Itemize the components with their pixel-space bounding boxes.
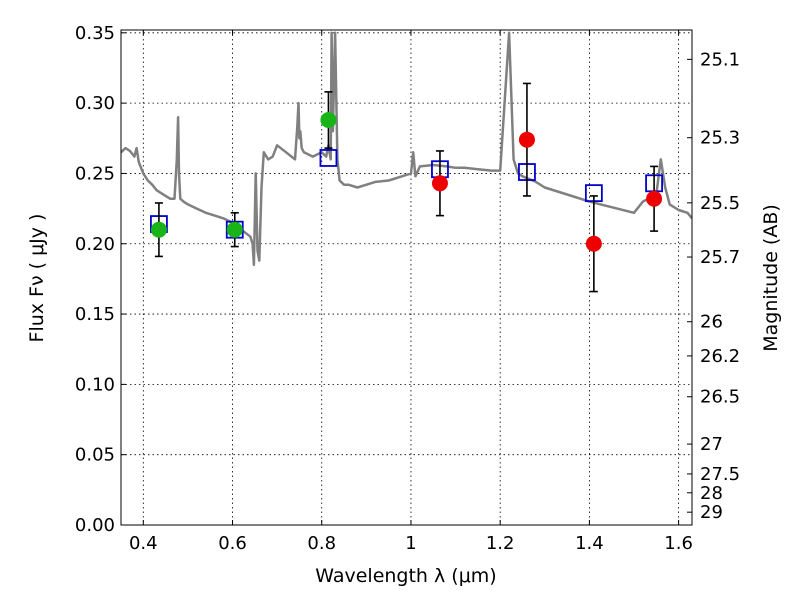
y2-tick-label: 29: [700, 502, 723, 523]
x-tick-label: 1.2: [486, 533, 515, 554]
photometry-point: [150, 221, 167, 238]
y2-tick-label: 25.3: [700, 128, 740, 149]
y-tick-label: 0.00: [75, 515, 115, 536]
y2-tick-label: 26.5: [700, 387, 740, 408]
model-spectrum-line: [121, 31, 692, 267]
y2-tick-label: 27: [700, 434, 723, 455]
y-tick-label: 0.25: [75, 163, 115, 184]
y2-tick-label: 25.7: [700, 247, 740, 268]
plot-frame: [120, 29, 693, 526]
y2-tick-label: 26.2: [700, 346, 740, 367]
tick-layer: 0.4 0.6 0.8 1 1.2 1.4 1.6 0.00 0.05 0.10 0.15 0.20 0…: [75, 23, 740, 554]
x-tick-label: 0.6: [218, 533, 247, 554]
y-tick-label: 0.05: [75, 445, 115, 466]
y2-axis-label: Magnitude (AB): [760, 204, 782, 352]
x-tick-label: 1.6: [664, 533, 693, 554]
photometry-point: [518, 131, 535, 148]
y2-tick-label: 28: [700, 483, 723, 504]
photometry-point: [320, 112, 337, 128]
photometry-point: [585, 235, 602, 252]
model-flux-square: [319, 149, 338, 167]
photometry-point: [431, 175, 448, 192]
y-tick-label: 0.30: [75, 93, 115, 114]
y-tick-label: 0.15: [75, 304, 115, 325]
x-tick-label: 0.8: [307, 533, 336, 554]
x-tick-label: 0.4: [129, 533, 158, 554]
y2-tick-label: 26: [700, 312, 723, 333]
y-tick-label: 0.10: [75, 374, 115, 395]
y-tick-label: 0.20: [75, 234, 115, 255]
model-spectrum-layer: [121, 31, 692, 267]
photometry-point: [646, 190, 663, 207]
x-tick-label: 1.4: [575, 533, 604, 554]
photometry-point: [226, 221, 243, 238]
y2-tick-label: 27.5: [700, 464, 740, 485]
x-axis-label: Wavelength λ (μm): [315, 565, 496, 587]
grid-layer: [121, 30, 692, 526]
x-tick-label: 1: [405, 533, 416, 554]
marker-layer: [150, 82, 663, 293]
y-axis-label: Flux Fν ( μJy ): [26, 214, 48, 343]
y2-tick-label: 25.1: [700, 49, 740, 70]
y2-tick-label: 25.5: [700, 193, 740, 214]
y-tick-label: 0.35: [75, 23, 115, 44]
